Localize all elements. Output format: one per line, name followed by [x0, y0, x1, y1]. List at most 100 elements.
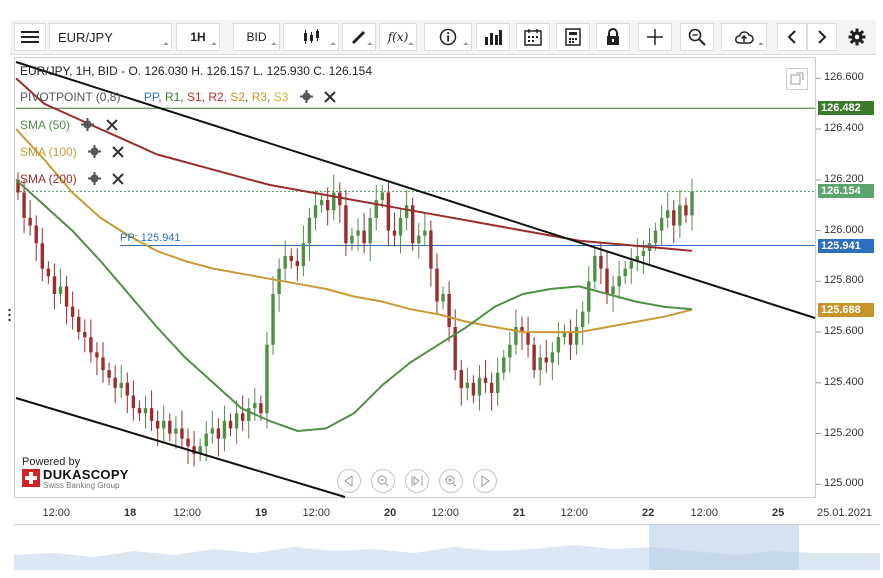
- candle-body: [532, 344, 536, 371]
- timeframe-selector[interactable]: 1H: [176, 23, 220, 51]
- volume-button[interactable]: [476, 23, 510, 51]
- sma100-remove-icon[interactable]: [112, 145, 125, 161]
- navigator-chart: [14, 525, 880, 570]
- sma100-settings-icon[interactable]: [88, 145, 102, 161]
- pivot-r1: R1: [164, 90, 181, 105]
- time-tick-label: 12:00: [42, 507, 71, 519]
- candle-body: [89, 337, 93, 353]
- candle-body: [605, 268, 609, 294]
- pivot-r2: R2: [208, 90, 224, 105]
- candle-body: [495, 372, 500, 393]
- indicators-button[interactable]: f(x): [379, 23, 417, 51]
- chevron-right-icon: [816, 29, 828, 45]
- scroll-left-button[interactable]: [777, 23, 807, 51]
- candle-body: [52, 276, 57, 294]
- cloud-save-button[interactable]: [721, 23, 767, 51]
- crosshair-button[interactable]: [638, 23, 672, 51]
- pivot-pp: PP: [143, 90, 159, 105]
- pencil-icon: [351, 29, 367, 45]
- candle-body: [678, 205, 682, 226]
- nav-back-button[interactable]: [337, 469, 361, 493]
- candle-body: [204, 433, 208, 447]
- candle-body: [64, 286, 69, 307]
- time-tick-label: 12:00: [173, 507, 202, 519]
- zoom-in-button[interactable]: [439, 469, 463, 493]
- pivot-label: PIVOTPOINT (0,8): [20, 90, 121, 105]
- company-name: DUKASCOPY: [43, 467, 129, 482]
- price-tick-label: 125.000: [824, 477, 864, 490]
- fit-button[interactable]: [405, 469, 429, 493]
- candle-body: [186, 438, 190, 447]
- candle-body: [502, 357, 506, 373]
- time-tick-label: 21: [513, 507, 526, 519]
- pivot-remove-icon[interactable]: [324, 90, 336, 106]
- grid-lines: [16, 77, 821, 485]
- info-button[interactable]: [424, 23, 472, 51]
- candle-body: [587, 281, 591, 312]
- resize-handle[interactable]: [8, 308, 11, 322]
- sma50-settings-icon[interactable]: [81, 118, 95, 134]
- chart-type-button[interactable]: [283, 23, 339, 51]
- calculator-button[interactable]: [556, 23, 590, 51]
- chart-area[interactable]: [14, 57, 816, 498]
- candle-body: [325, 200, 330, 211]
- scroll-right-button[interactable]: [807, 23, 837, 51]
- sma200-settings-icon[interactable]: [88, 172, 102, 188]
- powered-by-text: Powered by: [22, 456, 81, 468]
- zoom-out-button[interactable]: [371, 469, 395, 493]
- price-tag: 125.688: [818, 302, 874, 317]
- candle-body: [392, 230, 397, 236]
- toolbar: EUR/JPY 1H BID f(x): [10, 20, 876, 55]
- time-tick-label: 12:00: [431, 507, 460, 519]
- candle-body: [307, 217, 312, 244]
- time-tick-label: 22: [642, 507, 655, 519]
- candle-body: [690, 191, 694, 216]
- candle-body: [210, 428, 215, 434]
- symbol-selector[interactable]: EUR/JPY: [49, 23, 172, 51]
- fullscreen-button[interactable]: [786, 68, 808, 90]
- candle-body: [34, 225, 38, 244]
- candle-body: [28, 217, 32, 226]
- candle-body: [70, 306, 75, 317]
- sma50-remove-icon[interactable]: [105, 118, 118, 134]
- navigator-window[interactable]: [649, 525, 799, 570]
- calendar-button[interactable]: [516, 23, 550, 51]
- menu-button[interactable]: [14, 23, 46, 51]
- time-tick-label: 12:00: [690, 507, 719, 519]
- calculator-icon: [565, 28, 581, 46]
- lock-button[interactable]: [596, 23, 630, 51]
- settings-button[interactable]: [840, 23, 874, 51]
- price-type-selector[interactable]: BID: [233, 23, 280, 51]
- candle-body: [514, 326, 518, 345]
- sma100-line: [15, 128, 693, 334]
- sma200-remove-icon[interactable]: [112, 172, 125, 188]
- candle-body: [641, 250, 646, 256]
- candle-body: [611, 286, 615, 294]
- candle-body: [550, 352, 555, 363]
- chevron-left-icon: [786, 29, 798, 45]
- navigator-pane[interactable]: [14, 524, 880, 570]
- candle-body: [222, 420, 227, 439]
- drawing-tools-button[interactable]: [342, 23, 376, 51]
- candles: [16, 172, 694, 467]
- zoom-button[interactable]: [680, 23, 714, 51]
- candle-body: [556, 337, 561, 353]
- candle-body: [659, 217, 664, 231]
- candle-body: [581, 311, 585, 327]
- pivot-legend: PIVOTPOINT (0,8) PP, R1, S1, R2, S2, R3,…: [20, 90, 336, 106]
- nav-forward-button[interactable]: [473, 469, 497, 493]
- candle-body: [520, 326, 524, 333]
- candle-body: [113, 377, 117, 388]
- candle-body: [538, 357, 542, 371]
- price-tick-label: 125.200: [824, 426, 864, 439]
- pivot-r3: R3: [251, 90, 268, 105]
- zoom-icon: [688, 28, 706, 46]
- pivot-series-list: PP, R1, S1, R2, S2, R3, S3: [143, 90, 289, 105]
- pivot-settings-icon[interactable]: [299, 90, 313, 106]
- price-tick-label: 126.400: [824, 122, 864, 135]
- pivot-s2: S2: [230, 90, 246, 105]
- candle-body: [574, 326, 579, 345]
- ohlc-info: EUR/JPY, 1H, BID - O. 126.030 H. 126.157…: [20, 64, 372, 78]
- candle-body: [168, 420, 172, 434]
